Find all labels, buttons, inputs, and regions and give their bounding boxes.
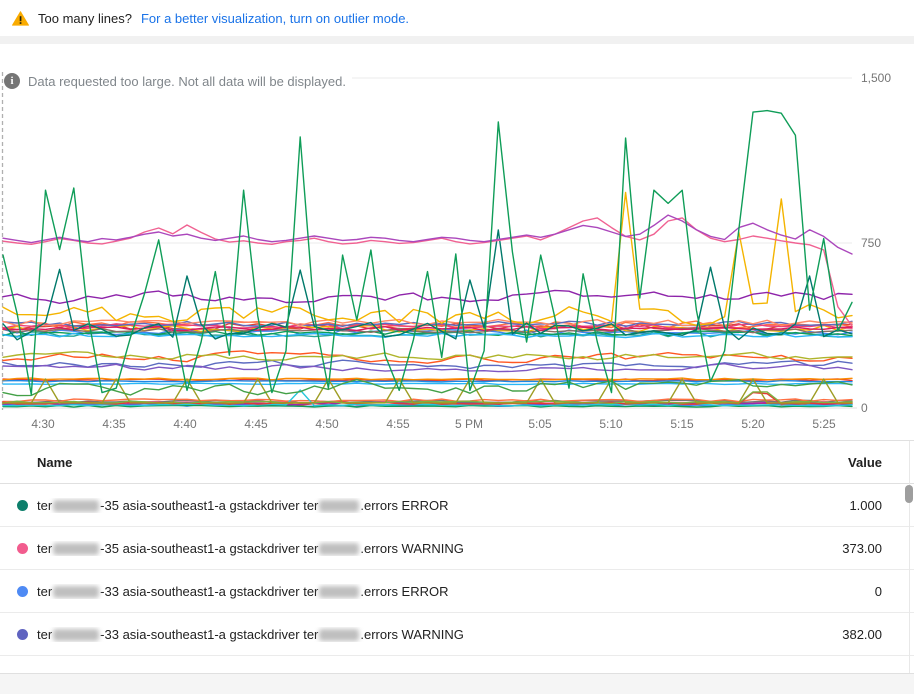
series-color-dot — [17, 628, 28, 640]
x-axis-label: 4:45 — [244, 417, 268, 431]
series-value: 0 — [874, 583, 882, 599]
x-axis-label: 4:30 — [31, 417, 55, 431]
chart-series-line — [2, 289, 853, 304]
legend-table: Name Value ter -35 asia-southeast1-a gsta… — [0, 440, 914, 674]
chart-series-line — [2, 351, 853, 361]
series-name: ter -33 asia-southeast1-a gstackdriver te… — [37, 626, 464, 642]
partial-row — [0, 656, 914, 674]
section-divider-strip — [0, 36, 914, 44]
table-row[interactable]: ter -35 asia-southeast1-a gstackdriver te… — [0, 527, 914, 570]
series-color-dot — [17, 585, 28, 597]
x-axis-label: 5:20 — [741, 417, 765, 431]
metrics-line-chart[interactable]: 0 750 1,500 4:30 4:35 4:40 4:45 4:50 4:55 5 PM 5:0… — [0, 44, 914, 440]
x-axis-label: 4:40 — [173, 417, 197, 431]
data-truncated-notice: i Data requested too large. Not all data… — [4, 73, 352, 89]
series-color-dot — [17, 499, 28, 511]
x-axis-label: 4:50 — [315, 417, 339, 431]
too-many-lines-banner: Too many lines? For a better visualizati… — [0, 0, 914, 36]
x-axis-label: 5:05 — [528, 417, 552, 431]
redacted-text — [53, 585, 100, 598]
chart-series-line — [2, 191, 853, 326]
outlier-mode-link[interactable]: For a better visualization, turn on outl… — [140, 10, 410, 26]
y-axis-label: 0 — [861, 401, 868, 415]
chart-series-line — [2, 229, 853, 341]
x-axis-label: 5:10 — [599, 417, 623, 431]
x-axis-label: 5 PM — [455, 417, 483, 431]
x-axis-label: 5:25 — [812, 417, 836, 431]
column-header-name: Name — [37, 454, 73, 470]
table-row[interactable]: ter -35 asia-southeast1-a gstackdriver te… — [0, 484, 914, 527]
notice-text: Data requested too large. Not all data w… — [28, 73, 352, 89]
chart-series-line — [2, 318, 853, 327]
column-header-value: Value — [848, 454, 882, 470]
warning-triangle-icon — [12, 10, 29, 26]
chart-series-line — [2, 109, 853, 396]
chart-series-line — [2, 389, 853, 407]
chart-series-line — [2, 217, 853, 327]
chart-series-line — [2, 382, 853, 386]
chart-series-line — [2, 363, 853, 373]
redacted-text — [53, 499, 100, 512]
redacted-text — [319, 542, 360, 555]
series-color-dot — [17, 542, 28, 554]
chart-series-line — [2, 350, 853, 364]
redacted-text — [319, 585, 360, 598]
series-value: 382.00 — [842, 626, 882, 642]
table-row[interactable]: ter -33 asia-southeast1-a gstackdriver te… — [0, 613, 914, 656]
legend-table-header: Name Value — [0, 441, 914, 484]
series-name: ter -35 asia-southeast1-a gstackdriver te… — [37, 497, 449, 513]
banner-text: Too many lines? — [38, 10, 132, 26]
table-row[interactable]: ter -33 asia-southeast1-a gstackdriver te… — [0, 570, 914, 613]
redacted-text — [319, 628, 360, 641]
series-name: ter -33 asia-southeast1-a gstackdriver te… — [37, 583, 449, 599]
series-name: ter -35 asia-southeast1-a gstackdriver te… — [37, 540, 464, 556]
redacted-text — [319, 499, 360, 512]
scrollbar-track — [909, 441, 910, 673]
chart-area: 0 750 1,500 4:30 4:35 4:40 4:45 4:50 4:55 5 PM 5:0… — [0, 44, 914, 440]
y-axis-label: 1,500 — [861, 71, 891, 85]
chart-series-line — [2, 378, 853, 404]
chart-series-line — [2, 214, 853, 255]
chart-series-line — [2, 391, 853, 405]
series-value: 373.00 — [842, 540, 882, 556]
redacted-text — [53, 542, 100, 555]
chart-series-line — [2, 327, 853, 334]
x-axis-label: 4:35 — [102, 417, 126, 431]
series-value: 1.000 — [849, 497, 882, 513]
x-axis-label: 5:15 — [670, 417, 694, 431]
page-background-strip — [0, 674, 914, 694]
info-icon: i — [4, 73, 20, 89]
chart-series-line — [2, 328, 853, 336]
y-axis-label: 750 — [861, 236, 881, 250]
x-axis-label: 4:55 — [386, 417, 410, 431]
chart-series-line — [2, 332, 853, 339]
redacted-text — [53, 628, 100, 641]
scrollbar-thumb[interactable] — [905, 485, 913, 503]
